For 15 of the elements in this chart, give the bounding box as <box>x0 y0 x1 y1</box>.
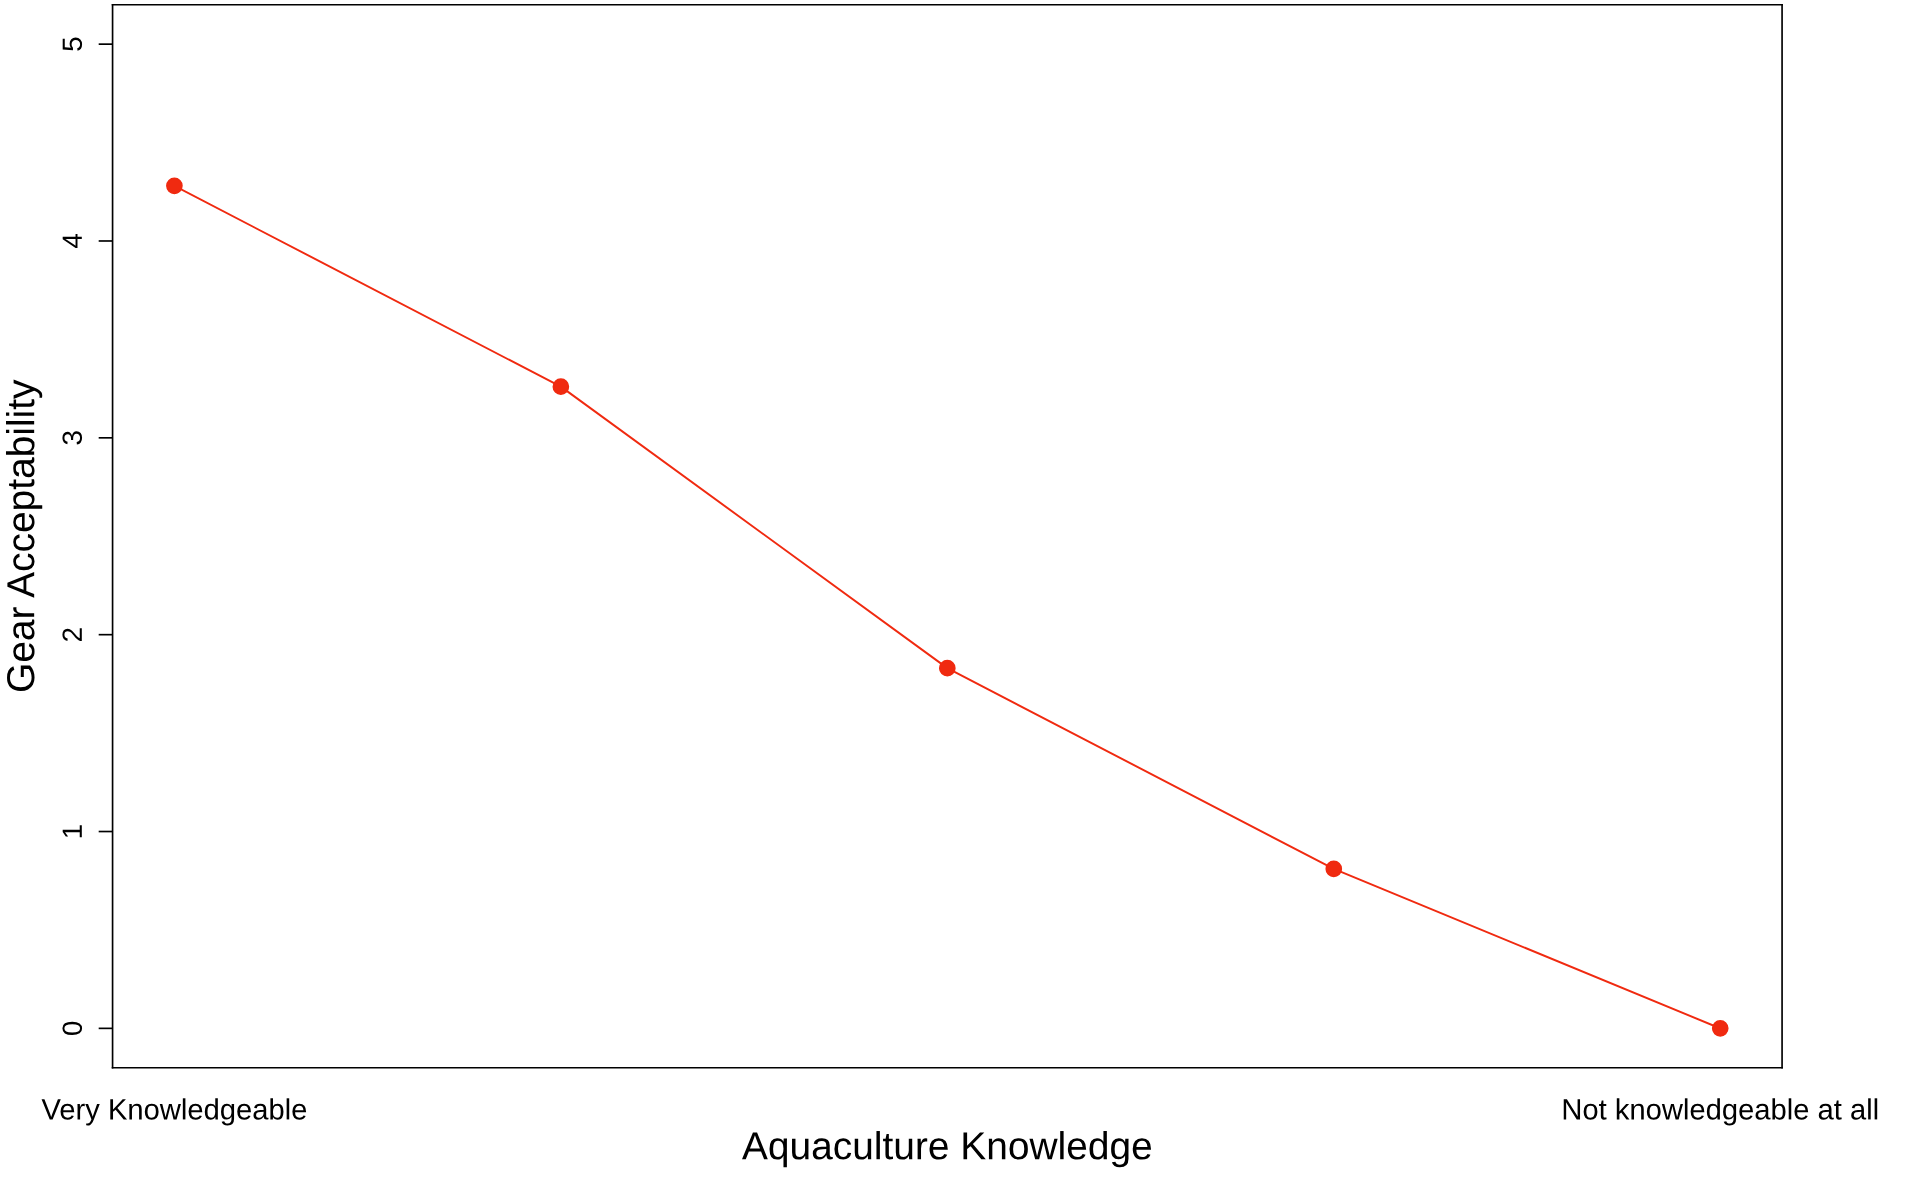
x-tick-label: Not knowledgeable at all <box>1563 1098 1878 1126</box>
x-axis-title: Aquaculture Knowledge <box>742 1131 1151 1168</box>
y-tick-label: 5 <box>62 37 83 51</box>
y-tick-label: 1 <box>62 825 82 838</box>
y-axis-title: Gear Acceptability <box>5 379 43 692</box>
point <box>166 177 183 195</box>
y-tick-label: 2 <box>62 628 82 641</box>
y-tick-label: 3 <box>62 431 83 445</box>
x-tick-label: Very Knowledgeable <box>41 1098 307 1126</box>
point <box>1325 860 1343 878</box>
y-tick-label: 4 <box>62 234 82 249</box>
point <box>938 659 956 677</box>
point <box>552 378 570 395</box>
point <box>1711 1020 1729 1037</box>
y-tick-label: 0 <box>62 1021 83 1035</box>
